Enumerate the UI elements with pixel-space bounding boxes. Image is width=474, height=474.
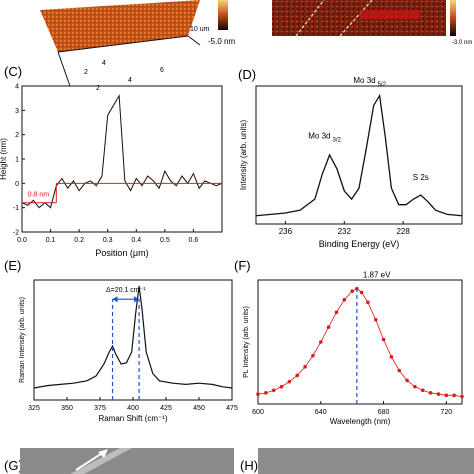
afm-tick-a-5: 6	[160, 67, 164, 74]
xps-spectrum-line	[255, 93, 463, 217]
raman-spectrum-line	[33, 285, 233, 389]
y-tick-label: 4	[15, 84, 19, 91]
peak-label-mo-3d52-sub: 5/2	[378, 82, 387, 88]
x-tick-label: 0.6	[189, 237, 199, 244]
arrow-g	[75, 451, 105, 471]
raman-arrowhead-right	[134, 296, 140, 303]
panel-g	[20, 448, 234, 474]
line-scan-marker-1	[295, 0, 325, 37]
plot-frame	[257, 279, 463, 405]
plot-frame	[255, 85, 463, 225]
afm-tick-a-1: 4	[102, 60, 106, 67]
panel-label-g: (G)	[4, 458, 23, 473]
y-axis-label: Raman Intensity (arb. units)	[19, 297, 26, 383]
y-tick-label: 1	[15, 157, 19, 164]
chart-xps: 236 232 228 Binding Energy (eV) Intensity (a…	[239, 76, 463, 249]
x-axis-label: Wavelength (nm)	[330, 417, 391, 426]
height-profile-line	[21, 94, 223, 209]
y-tick-label: 3	[15, 108, 19, 115]
x-tick-label: 640	[315, 409, 327, 416]
y-axis-label: Height (nm)	[0, 138, 8, 180]
arrowhead-g	[98, 449, 108, 458]
afm-axis-a3	[187, 35, 201, 46]
y-axis-label: Intensity (arb. units)	[239, 120, 248, 191]
line-scan-marker-2	[339, 0, 373, 37]
x-tick-label: 228	[396, 227, 410, 236]
peak-label-mo-3d32: Mo 3d	[308, 131, 330, 140]
panel-label-h: (H)	[240, 458, 258, 473]
x-tick-label: 236	[279, 227, 293, 236]
panel-label-d: (D)	[238, 67, 256, 82]
pl-trend-line	[257, 288, 463, 397]
x-tick-label: 475	[226, 405, 238, 412]
chart-pl: 600 640 680 720 Wavelength (nm) PL Intensity …	[243, 271, 464, 426]
pl-data-point	[256, 392, 260, 396]
color-scale-min-a: -5.0 nm	[208, 37, 235, 46]
x-tick-label: 0.4	[131, 237, 141, 244]
x-tick-label: 0.0	[17, 237, 27, 244]
x-tick-label: 0.1	[46, 237, 56, 244]
chart-height-profile: 0.0 0.1 0.2 0.3 0.4 0.5 0.6 Position (μm) Height…	[0, 84, 223, 258]
peak-label-mo-3d52: Mo 3d	[353, 76, 375, 85]
peak-label-s2s: S 2s	[413, 173, 429, 182]
plot-frame	[21, 85, 223, 233]
afm-tick-label-a: 10 um	[190, 26, 210, 33]
y-tick-label: -1	[13, 205, 19, 212]
panel-label-f: (F)	[234, 258, 251, 273]
afm-tick-a-3: 2	[96, 85, 100, 92]
micrograph-h	[258, 448, 474, 474]
peak-label-mo-3d32-sub: 3/2	[333, 137, 342, 143]
raman-arrowhead-left	[112, 296, 118, 303]
x-tick-label: 450	[193, 405, 205, 412]
x-tick-label: 680	[378, 409, 390, 416]
panel-a: 10 um 4 2 2 4 6 -5.0 nm	[40, 0, 235, 92]
x-tick-label: 325	[28, 405, 40, 412]
x-tick-label: 425	[160, 405, 172, 412]
x-tick-label: 0.5	[160, 237, 170, 244]
x-tick-label: 400	[127, 405, 139, 412]
x-tick-label: 0.3	[103, 237, 113, 244]
flake-edge-g	[70, 448, 132, 474]
panel-b: -3.0 nm	[272, 0, 472, 46]
raman-shift-label: Δ=20.1 cm⁻¹	[106, 287, 146, 294]
step-height-label: 0.8 nm	[28, 192, 50, 199]
color-scale-min-b: -3.0 nm	[452, 40, 472, 46]
panel-label-e: (E)	[4, 258, 21, 273]
x-axis-label: Position (μm)	[95, 248, 148, 258]
y-axis-label: PL Intensity (arb. units)	[243, 306, 250, 378]
panel-label-c: (C)	[4, 64, 22, 79]
afm-axis-a2	[57, 51, 71, 87]
x-tick-label: 375	[94, 405, 106, 412]
chart-raman: 325 350 375 400 425 450 475 Raman Shift (cm⁻¹) R…	[19, 279, 238, 423]
x-tick-label: 350	[61, 405, 73, 412]
panel-h	[258, 448, 474, 474]
pl-peak-label: 1.87 eV	[363, 271, 391, 280]
x-tick-label: 600	[252, 409, 264, 416]
color-scale-bar-b	[450, 0, 456, 36]
x-axis-label: Raman Shift (cm⁻¹)	[98, 414, 167, 423]
y-tick-label: 0	[15, 181, 19, 188]
x-axis-label: Binding Energy (eV)	[319, 239, 400, 249]
micrograph-g	[20, 448, 234, 474]
y-tick-label: 2	[15, 132, 19, 139]
x-tick-label: 232	[338, 227, 352, 236]
x-tick-label: 720	[440, 409, 452, 416]
color-scale-bar-a	[218, 0, 228, 30]
x-tick-label: 0.2	[74, 237, 84, 244]
y-tick-label: -2	[13, 230, 19, 237]
afm-tick-a-4: 4	[128, 77, 132, 84]
afm-overlay-b	[360, 10, 420, 19]
afm-tick-a-2: 2	[84, 69, 88, 76]
afm-axis-a	[57, 35, 189, 53]
